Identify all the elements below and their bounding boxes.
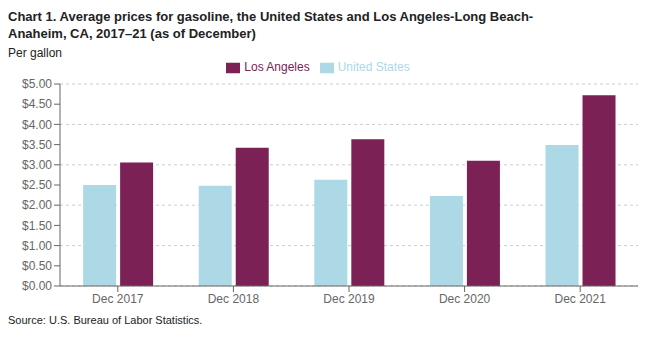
svg-text:$0.00: $0.00 [22,279,52,293]
svg-text:$3.00: $3.00 [22,158,52,172]
svg-text:Dec 2020: Dec 2020 [439,292,491,306]
svg-text:Dec 2017: Dec 2017 [92,292,144,306]
svg-text:$1.50: $1.50 [22,219,52,233]
svg-text:Dec 2021: Dec 2021 [555,292,607,306]
svg-text:Dec 2018: Dec 2018 [208,292,260,306]
html-text:United States: United States [337,60,410,74]
svg-text:$4.50: $4.50 [22,97,52,111]
svg-text:$0.50: $0.50 [22,259,52,273]
svg-text:$2.50: $2.50 [22,178,52,192]
svg-text:Dec 2019: Dec 2019 [323,292,375,306]
svg-text:$1.00: $1.00 [22,239,52,253]
html-text:Source: U.S. Bureau of Labor S: Source: U.S. Bureau of Labor Statistics. [8,314,203,326]
html-text:Per gallon: Per gallon [8,46,62,60]
html-text:Chart 1. Average prices for ga: Chart 1. Average prices for gasoline, th… [8,9,534,24]
svg-text:$3.50: $3.50 [22,138,52,152]
svg-text:$2.00: $2.00 [22,198,52,212]
html-text:Los Angeles: Los Angeles [244,60,310,74]
svg-text:$5.00: $5.00 [22,77,52,91]
html-text:Anaheim, CA, 2017–21 (as of De: Anaheim, CA, 2017–21 (as of December) [8,26,256,41]
svg-text:$4.00: $4.00 [22,118,52,132]
